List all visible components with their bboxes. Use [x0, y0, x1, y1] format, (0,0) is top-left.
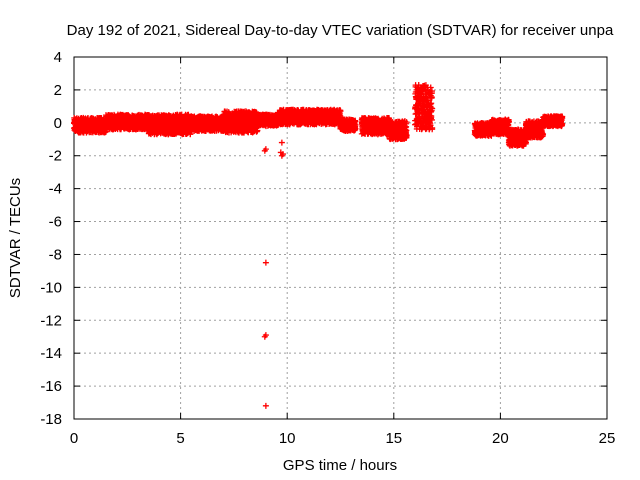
y-tick-label: -18: [40, 411, 62, 428]
x-tick-label: 5: [176, 430, 184, 447]
data-points: [71, 82, 566, 409]
y-tick-label: -10: [40, 279, 62, 296]
y-tick-label: -2: [49, 148, 62, 165]
y-tick-label: -6: [49, 214, 62, 231]
x-axis-ticks: 0 5 10 15 20 25: [70, 57, 616, 447]
y-tick-label: -16: [40, 378, 62, 395]
chart-title: Day 192 of 2021, Sidereal Day-to-day VTE…: [67, 22, 614, 39]
plot-frame: [73, 56, 608, 420]
y-tick-label: -4: [49, 181, 62, 198]
x-tick-label: 15: [385, 430, 402, 447]
x-tick-label: 25: [599, 430, 616, 447]
y-tick-label: -14: [40, 345, 62, 362]
y-tick-label: 2: [54, 82, 62, 99]
x-tick-label: 0: [70, 430, 78, 447]
y-tick-label: -12: [40, 312, 62, 329]
y-tick-label: -8: [49, 246, 62, 263]
x-tick-label: 20: [492, 430, 509, 447]
y-axis-ticks: 4 2 0 -2 -4 -6 -8 -10 -12 -14 -16 -18: [40, 49, 607, 428]
y-tick-label: 0: [54, 115, 62, 132]
y-tick-label: 4: [54, 49, 62, 66]
x-tick-label: 10: [279, 430, 296, 447]
